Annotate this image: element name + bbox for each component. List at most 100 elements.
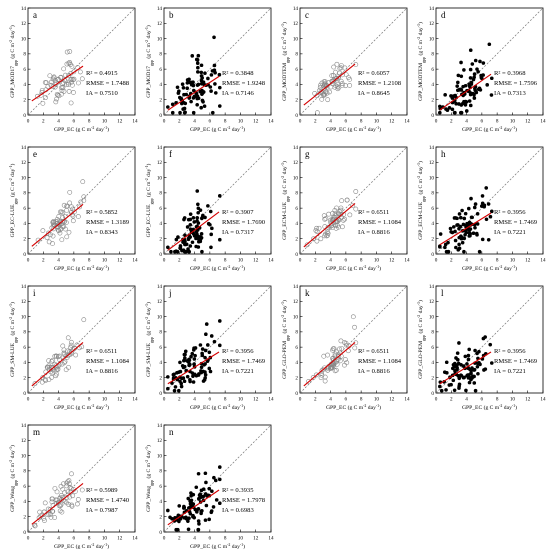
data-point — [69, 339, 74, 345]
data-point — [475, 222, 480, 226]
data-point — [64, 49, 70, 55]
data-point — [456, 73, 461, 78]
x-tick-label: 14 — [540, 258, 546, 264]
y-tick-label: 4 — [295, 221, 298, 227]
data-point — [443, 93, 447, 97]
data-point — [54, 96, 59, 102]
data-point — [184, 515, 188, 520]
data-point — [195, 102, 199, 107]
x-axis-label: GPP_EC (g C m-2 day-1) — [462, 265, 517, 272]
x-tick-label: 0 — [27, 536, 30, 542]
data-point — [177, 89, 181, 93]
y-tick-label: 14 — [157, 423, 163, 429]
data-point — [336, 354, 342, 360]
y-tick-label: 14 — [157, 284, 163, 290]
y-tick-label: 10 — [293, 36, 299, 42]
data-point — [170, 110, 175, 115]
y-tick-label: 12 — [293, 299, 299, 305]
data-point — [192, 346, 196, 351]
data-point — [325, 97, 331, 103]
data-point — [64, 234, 70, 240]
panel-label: j — [168, 288, 172, 298]
data-point — [471, 231, 476, 236]
data-point — [337, 346, 342, 352]
plot-frame — [299, 146, 408, 255]
y-axis-label: GPP_SM-LUEgpp (g C m-2 day-1) — [9, 302, 18, 377]
data-point — [342, 65, 348, 71]
data-point — [479, 73, 483, 78]
x-tick-label: 6 — [481, 397, 484, 403]
data-point — [339, 346, 345, 352]
data-point — [79, 76, 85, 82]
data-point — [472, 93, 476, 97]
y-tick-label: 0 — [431, 113, 434, 119]
data-point — [166, 386, 170, 391]
y-tick-label: 14 — [157, 6, 163, 12]
data-point — [198, 89, 203, 94]
y-axis-label: GPP_SM-LUEgpp (g C m-2 day-1) — [145, 302, 154, 377]
y-tick-label: 0 — [159, 252, 162, 258]
data-point — [203, 518, 208, 522]
data-point — [306, 379, 311, 384]
data-point — [81, 317, 87, 323]
data-point — [189, 99, 193, 104]
y-tick-label: 0 — [159, 391, 162, 397]
panel-label: a — [33, 10, 37, 20]
x-tick-label: 8 — [88, 536, 91, 542]
y-tick-label: 4 — [295, 82, 298, 88]
data-point — [195, 96, 199, 101]
data-point — [450, 107, 455, 112]
data-point — [478, 59, 482, 64]
fit-line — [439, 212, 492, 246]
data-point — [188, 244, 193, 248]
data-point — [468, 48, 473, 53]
y-tick-label: 14 — [293, 145, 299, 151]
data-point — [214, 498, 219, 502]
y-tick-label: 12 — [21, 160, 27, 166]
data-point — [470, 62, 475, 66]
data-point — [175, 527, 180, 532]
data-point — [40, 228, 46, 234]
x-tick-label: 14 — [404, 119, 410, 125]
data-point — [457, 376, 462, 381]
y-tick-label: 6 — [23, 345, 26, 351]
data-point — [194, 485, 199, 490]
data-point — [334, 61, 340, 67]
x-tick-label: 4 — [465, 397, 468, 403]
y-tick-label: 8 — [23, 330, 26, 336]
data-point — [49, 499, 55, 505]
r2-stat: R² = 0.6511 — [358, 348, 389, 355]
data-point — [71, 76, 77, 82]
x-tick-label: 4 — [57, 536, 60, 542]
data-point — [194, 91, 199, 96]
data-point — [50, 357, 56, 363]
data-point — [61, 88, 67, 94]
one-to-one-line — [27, 285, 136, 394]
data-point — [80, 179, 86, 185]
data-point — [465, 373, 469, 378]
data-point — [467, 99, 472, 103]
x-tick-label: 6 — [73, 119, 76, 125]
data-point — [66, 80, 71, 86]
y-tick-label: 10 — [21, 453, 27, 459]
data-point — [182, 110, 187, 115]
y-tick-label: 2 — [295, 376, 298, 382]
y-tick-label: 14 — [21, 145, 27, 151]
data-point — [199, 369, 203, 373]
data-point — [201, 379, 206, 383]
data-point — [57, 353, 62, 359]
panel-label: k — [305, 288, 310, 298]
data-point — [211, 505, 216, 509]
data-point — [200, 98, 205, 103]
y-axis-label: GPP_MODTEMgpp (g C m-2 day-1) — [417, 22, 426, 101]
data-point — [322, 233, 328, 239]
x-tick-label: 14 — [268, 258, 274, 264]
data-point — [199, 511, 203, 516]
data-point — [199, 70, 204, 75]
data-point — [67, 49, 73, 54]
data-point — [455, 351, 460, 355]
data-point — [197, 496, 201, 501]
data-point — [188, 217, 193, 222]
data-point — [178, 110, 182, 115]
data-point — [336, 75, 342, 81]
